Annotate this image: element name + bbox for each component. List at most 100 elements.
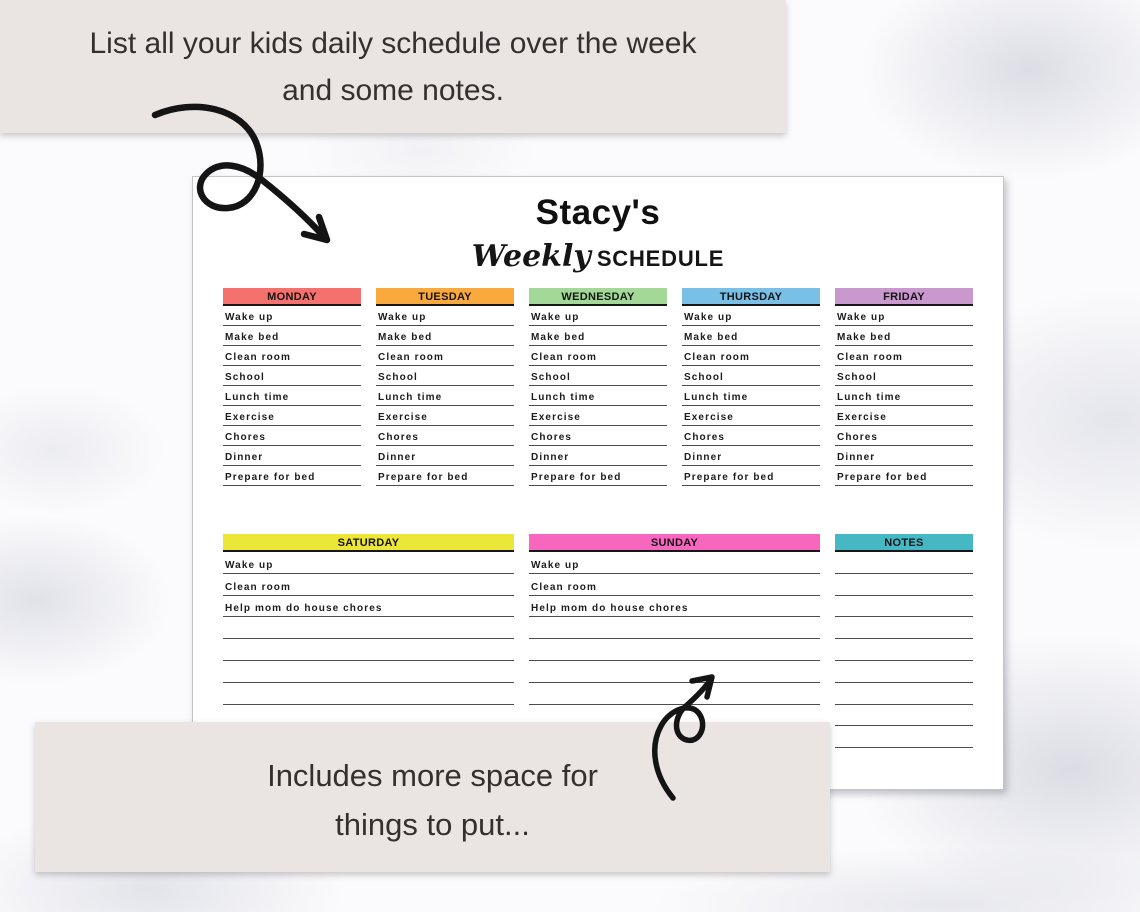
schedule-item-label: Clean room (378, 352, 445, 363)
schedule-line: Dinner (682, 446, 820, 466)
schedule-item-label: Dinner (531, 452, 570, 463)
schedule-item-label: School (531, 372, 571, 383)
schedule-line: Help mom do house chores (529, 596, 820, 618)
schedule-line: Wake up (529, 306, 667, 326)
schedule-item-label: Wake up (225, 312, 274, 323)
schedule-line: Prepare for bed (529, 466, 667, 486)
bottom-callout-line2: things to put... (335, 807, 530, 842)
schedule-item-label: Chores (225, 432, 267, 443)
schedule-line: Wake up (223, 552, 514, 574)
schedule-item-label: Wake up (684, 312, 733, 323)
schedule-item-label: Prepare for bed (837, 472, 928, 483)
schedule-line: Exercise (835, 406, 973, 426)
schedule-item-label: Prepare for bed (225, 472, 316, 483)
schedule-line: Dinner (835, 446, 973, 466)
schedule-item-label: School (684, 372, 724, 383)
top-callout-line2: and some notes. (282, 74, 504, 107)
schedule-item-label: Clean room (684, 352, 751, 363)
schedule-item-label: Chores (684, 432, 726, 443)
schedule-line: Clean room (682, 346, 820, 366)
day-column-wednesday: WEDNESDAY Wake up Make bed Clean room School… (529, 288, 667, 486)
schedule-item-label: Make bed (225, 332, 280, 343)
schedule-line: Dinner (376, 446, 514, 466)
schedule-line (223, 683, 514, 705)
schedule-item-label: Dinner (225, 452, 264, 463)
schedule-item-label: Exercise (531, 412, 581, 423)
schedule-item-label: Wake up (378, 312, 427, 323)
page-subtitle: Weekly SCHEDULE (193, 239, 1003, 274)
schedule-line (835, 661, 973, 683)
schedule-line: Exercise (529, 406, 667, 426)
schedule-line: Wake up (682, 306, 820, 326)
schedule-line: School (376, 366, 514, 386)
schedule-item-label: Exercise (837, 412, 887, 423)
bottom-callout-line1: Includes more space for (267, 758, 598, 793)
schedule-item-label: Chores (531, 432, 573, 443)
schedule-line: Chores (223, 426, 361, 446)
schedule-line: Wake up (529, 552, 820, 574)
schedule-line: Chores (682, 426, 820, 446)
schedule-line: School (223, 366, 361, 386)
schedule-item-label: Dinner (378, 452, 417, 463)
day-header-wednesday: WEDNESDAY (529, 288, 667, 306)
schedule-line (529, 617, 820, 640)
schedule-item-label: Lunch time (531, 392, 596, 403)
top-callout-banner: List all your kids daily schedule over t… (0, 0, 786, 133)
schedule-item-label: Exercise (225, 412, 275, 423)
schedule-line: Prepare for bed (835, 466, 973, 486)
day-header-friday: FRIDAY (835, 288, 973, 306)
schedule-item-label: Make bed (531, 332, 586, 343)
schedule-line: Make bed (223, 326, 361, 346)
schedule-item-label: Chores (837, 432, 879, 443)
schedule-line: Make bed (376, 326, 514, 346)
schedule-line (835, 683, 973, 705)
subtitle-caps-word: SCHEDULE (596, 246, 725, 271)
day-column-thursday: THURSDAY Wake up Make bed Clean room School L… (682, 288, 820, 486)
schedule-line: Dinner (529, 446, 667, 466)
schedule-line: School (835, 366, 973, 386)
schedule-line: Prepare for bed (682, 466, 820, 486)
schedule-item-label: Prepare for bed (684, 472, 775, 483)
schedule-line: Wake up (835, 306, 973, 326)
schedule-line: Exercise (376, 406, 514, 426)
schedule-item-label: Clean room (837, 352, 904, 363)
curly-arrow-up-icon (652, 674, 715, 801)
schedule-line: Exercise (223, 406, 361, 426)
schedule-line: Prepare for bed (223, 466, 361, 486)
schedule-line: Wake up (376, 306, 514, 326)
schedule-line: Lunch time (376, 386, 514, 406)
schedule-line: Clean room (529, 346, 667, 366)
day-column-saturday: SATURDAY Wake up Clean room Help mom do hou… (223, 534, 514, 749)
schedule-item-label: Lunch time (684, 392, 749, 403)
page-title: Stacy's (535, 193, 661, 232)
bottom-callout-banner: Includes more space for things to put... (35, 722, 830, 872)
weekend-grid: SATURDAY Wake up Clean room Help mom do hou… (223, 534, 973, 749)
schedule-item-label: School (225, 372, 265, 383)
schedule-item-label: Clean room (225, 581, 292, 593)
schedule-item-label: Wake up (531, 559, 580, 571)
day-column-monday: MONDAY Wake up Make bed Clean room School Lun… (223, 288, 361, 486)
schedule-item-label: School (378, 372, 418, 383)
schedule-line: Make bed (682, 326, 820, 346)
schedule-line (835, 552, 973, 574)
schedule-line (835, 596, 973, 618)
schedule-item-label: Lunch time (378, 392, 443, 403)
schedule-line: Clean room (223, 574, 514, 596)
top-callout-line1: List all your kids daily schedule over t… (89, 27, 697, 60)
schedule-item-label: Wake up (531, 312, 580, 323)
schedule-line: Lunch time (835, 386, 973, 406)
day-header-thursday: THURSDAY (682, 288, 820, 306)
schedule-line: Clean room (223, 346, 361, 366)
day-header-sunday: SUNDAY (529, 534, 820, 552)
schedule-item-label: Dinner (837, 452, 876, 463)
schedule-line: Wake up (223, 306, 361, 326)
schedule-line: Clean room (835, 346, 973, 366)
schedule-line: School (682, 366, 820, 386)
schedule-line: Help mom do house chores (223, 596, 514, 618)
schedule-item-label: Make bed (837, 332, 892, 343)
schedule-line: Exercise (682, 406, 820, 426)
schedule-line (835, 726, 973, 749)
schedule-item-label: Prepare for bed (531, 472, 622, 483)
schedule-item-label: Lunch time (225, 392, 290, 403)
day-column-sunday: SUNDAY Wake up Clean room Help mom do house… (529, 534, 820, 749)
